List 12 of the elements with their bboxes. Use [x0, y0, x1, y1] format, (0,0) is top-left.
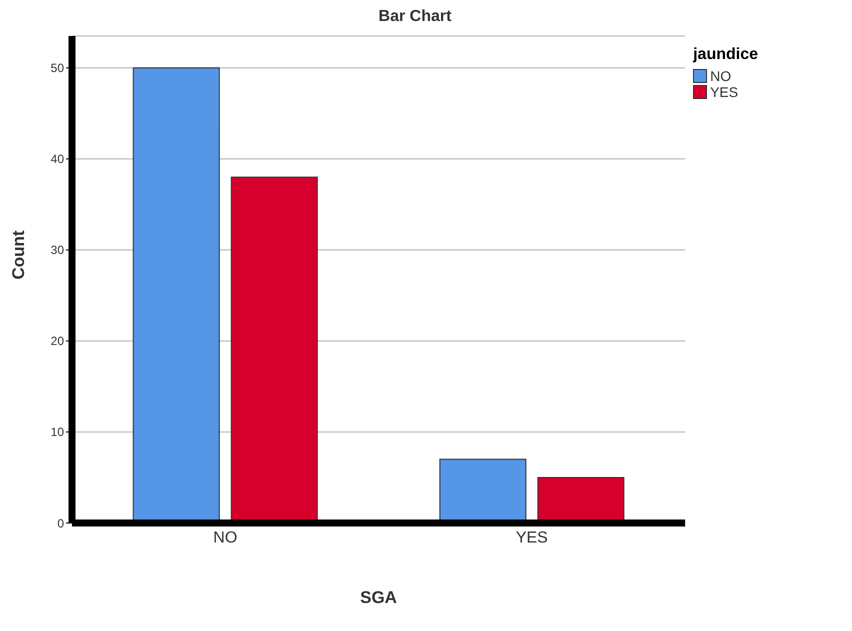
y-tick-label: 30: [50, 243, 64, 258]
y-tick-label: 20: [50, 334, 64, 348]
legend-label: YES: [709, 84, 740, 100]
y-tick-label: 0: [57, 516, 64, 530]
y-tick-label: 50: [50, 61, 64, 76]
x-axis-title: SGA: [360, 588, 397, 607]
legend-label: NO: [709, 68, 732, 84]
legend-title: jaundice: [693, 46, 758, 64]
chart-title: Bar Chart: [378, 8, 452, 26]
y-tick-label: 10: [50, 425, 64, 440]
y-tick-label: 40: [50, 152, 64, 166]
y-axis-title: Count: [9, 230, 28, 280]
